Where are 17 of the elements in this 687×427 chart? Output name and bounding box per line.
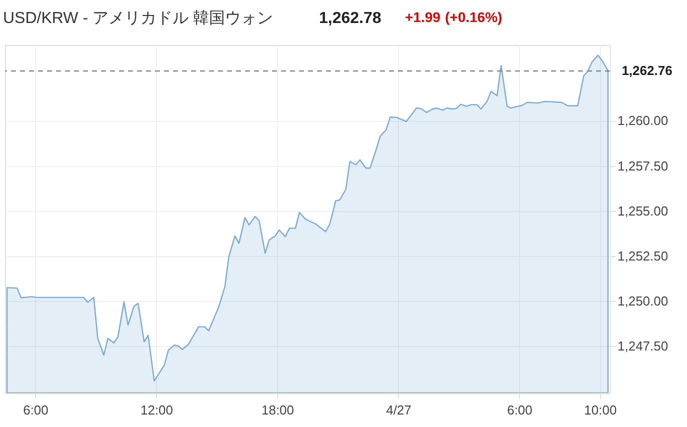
y-tick-label: 1,247.50 xyxy=(618,338,668,354)
text: (+0.16%) xyxy=(445,9,502,25)
text: 1,262.78 xyxy=(319,10,382,27)
x-tick-label: 10:00 xyxy=(584,402,617,418)
x-tick-label: 4/27 xyxy=(386,402,412,418)
x-tick-label: 6:00 xyxy=(23,402,48,418)
y-tick-label: 1,257.50 xyxy=(618,158,668,174)
chart-title: USD/KRW - アメリカドル 韓国ウォン xyxy=(3,9,273,27)
y-tick-label: 1,250.00 xyxy=(618,294,668,309)
ref-line-label: 1,262.76 xyxy=(622,62,672,78)
x-tick-label: 18:00 xyxy=(261,402,294,418)
y-tick-label: 1,260.00 xyxy=(618,113,668,128)
x-tick-label: 6:00 xyxy=(507,402,532,418)
y-tick-label: 1,255.00 xyxy=(618,203,668,218)
y-tick-label: 1,252.50 xyxy=(618,248,668,264)
x-tick-label: 12:00 xyxy=(140,402,174,418)
text: +1.99 xyxy=(405,9,441,25)
